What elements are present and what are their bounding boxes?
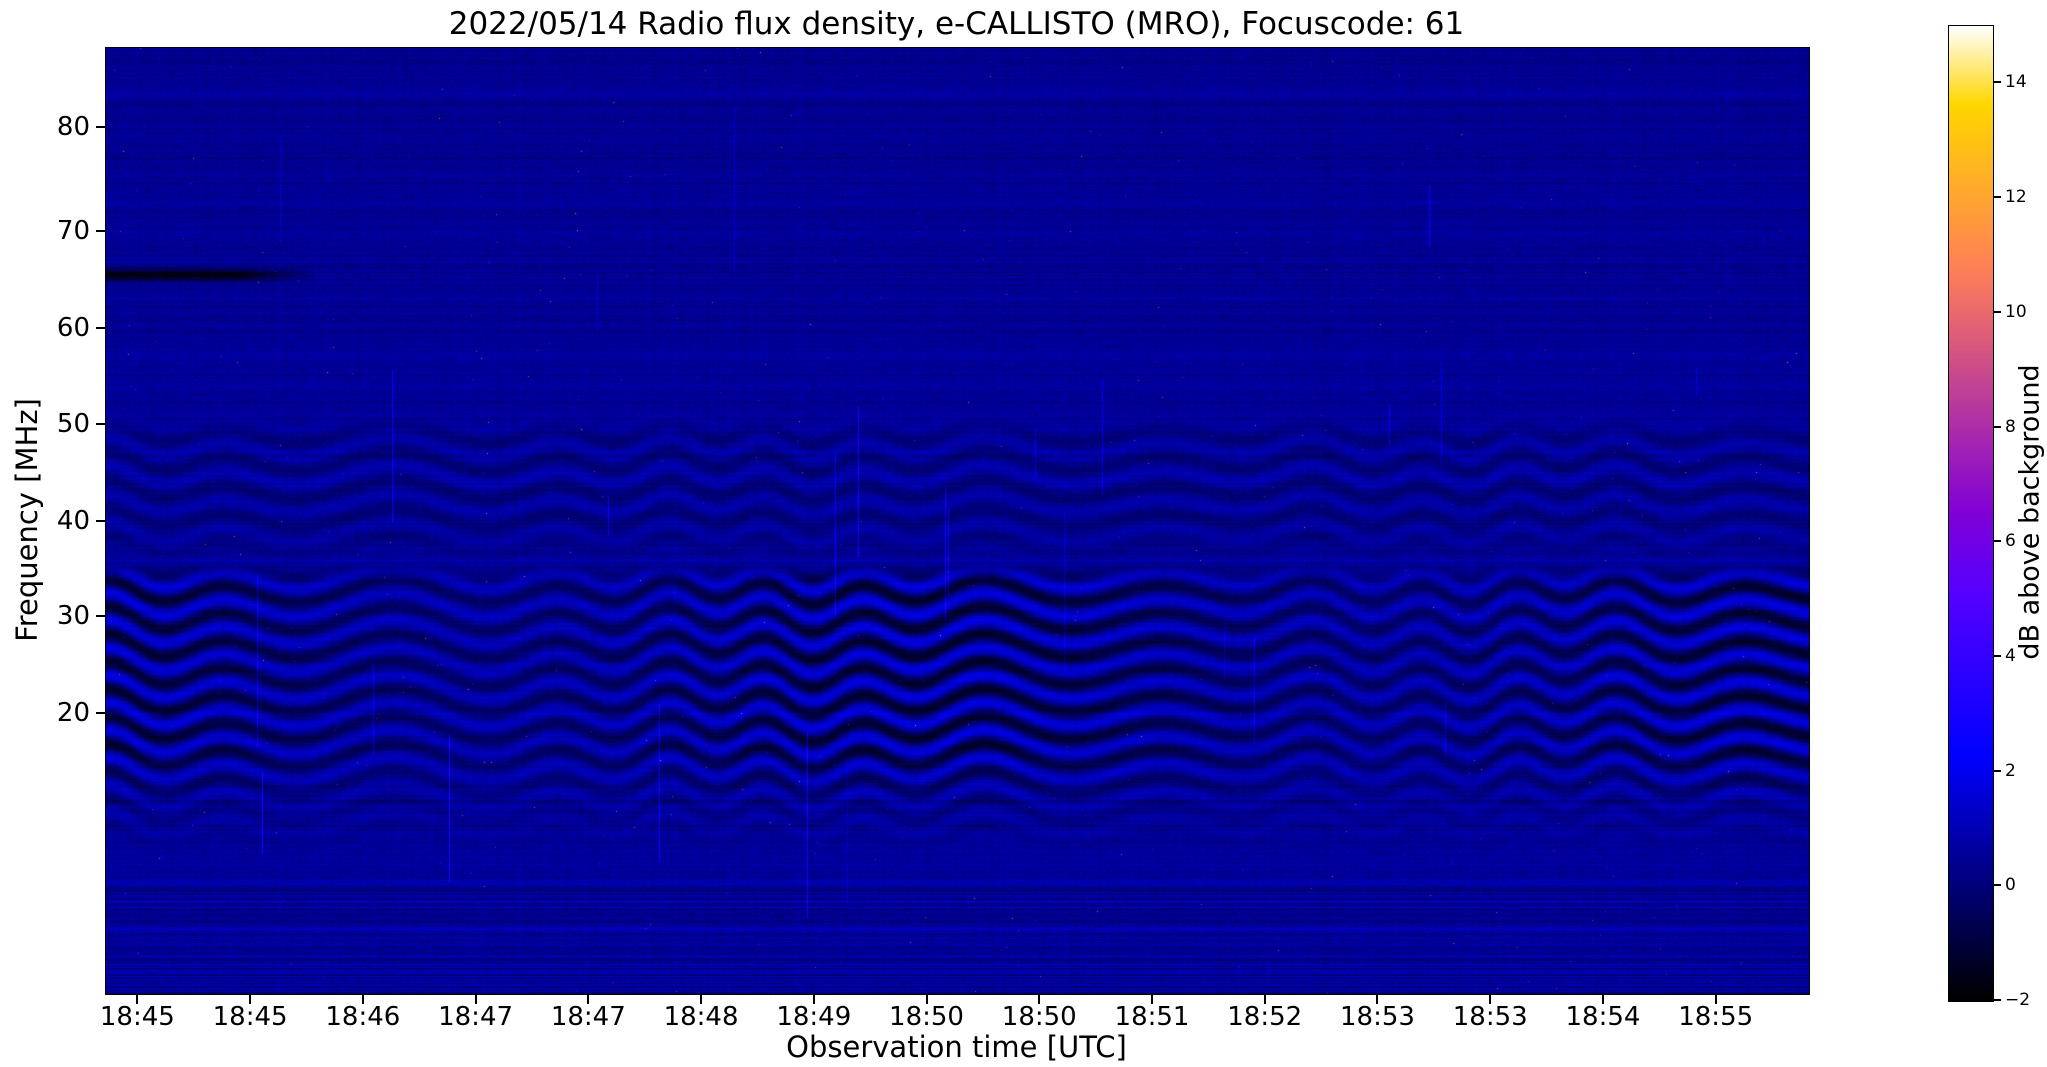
y-tick-label: 40: [56, 505, 90, 536]
x-tick-label: 18:54: [1565, 1002, 1641, 1032]
y-tick-mark: [96, 711, 105, 714]
colorbar-tick-label: 0: [2005, 875, 2016, 896]
x-tick-label: 18:52: [1227, 1002, 1303, 1032]
y-tick-label: 60: [56, 312, 90, 343]
colorbar-tick-mark: [1993, 540, 2001, 543]
colorbar: [1948, 25, 1994, 1002]
colorbar-tick-mark: [1993, 310, 2001, 313]
x-tick-mark: [1714, 995, 1717, 1004]
colorbar-tick-label: 10: [2005, 301, 2027, 322]
x-tick-label: 18:51: [1114, 1002, 1190, 1032]
x-tick-mark: [700, 995, 703, 1004]
x-tick-mark: [136, 995, 139, 1004]
y-tick-label: 30: [56, 601, 90, 632]
y-tick-label: 50: [56, 409, 90, 440]
colorbar-label: dB above background: [2014, 364, 2046, 660]
y-tick-mark: [96, 326, 105, 329]
spectrogram-canvas: [106, 48, 1809, 994]
y-tick-label: 70: [56, 216, 90, 247]
y-tick-label: 80: [56, 112, 90, 143]
x-tick-label: 18:48: [663, 1002, 739, 1032]
x-tick-label: 18:50: [1001, 1002, 1077, 1032]
x-tick-mark: [1376, 995, 1379, 1004]
x-tick-label: 18:45: [99, 1002, 175, 1032]
plot-area: [105, 47, 1810, 995]
x-tick-mark: [587, 995, 590, 1004]
x-tick-mark: [1601, 995, 1604, 1004]
x-tick-label: 18:49: [776, 1002, 852, 1032]
colorbar-tick-label: 6: [2005, 531, 2016, 552]
x-tick-mark: [1489, 995, 1492, 1004]
x-tick-mark: [1263, 995, 1266, 1004]
y-tick-mark: [96, 423, 105, 426]
x-tick-mark: [1151, 995, 1153, 1004]
colorbar-tick-mark: [1993, 884, 2001, 887]
x-tick-label: 18:55: [1678, 1002, 1754, 1032]
y-tick-mark: [96, 126, 105, 129]
colorbar-tick-label: 14: [2005, 72, 2027, 93]
x-tick-label: 18:47: [550, 1002, 626, 1032]
colorbar-tick-mark: [1993, 196, 2001, 199]
x-tick-label: 18:53: [1340, 1002, 1415, 1032]
x-tick-label: 18:53: [1452, 1002, 1528, 1032]
colorbar-tick-mark: [1993, 769, 2001, 772]
y-tick-mark: [96, 615, 105, 618]
x-tick-label: 18:45: [212, 1002, 288, 1032]
y-tick-label: 20: [56, 697, 90, 728]
colorbar-tick-mark: [1993, 81, 2001, 84]
colorbar-tick-label: 12: [2005, 187, 2027, 208]
y-tick-mark: [96, 519, 105, 522]
x-tick-label: 18:46: [325, 1002, 401, 1032]
colorbar-tick-label: 2: [2005, 760, 2016, 781]
x-tick-label: 18:47: [438, 1002, 514, 1032]
colorbar-tick-label: 8: [2005, 416, 2016, 437]
y-tick-mark: [96, 230, 105, 233]
colorbar-canvas: [1949, 26, 1993, 1001]
colorbar-tick-label: −2: [2005, 990, 2031, 1010]
x-tick-mark: [812, 995, 815, 1004]
x-tick-label: 18:50: [889, 1002, 964, 1032]
colorbar-tick-mark: [1993, 654, 2001, 657]
x-tick-mark: [1038, 995, 1041, 1004]
colorbar-tick-mark: [1993, 999, 2001, 1001]
colorbar-tick-label: 4: [2005, 645, 2016, 666]
x-axis-label: Observation time [UTC]: [786, 1030, 1127, 1064]
x-tick-mark: [361, 995, 364, 1004]
x-tick-mark: [474, 995, 477, 1004]
x-tick-mark: [925, 995, 928, 1004]
chart-title: 2022/05/14 Radio flux density, e-CALLIST…: [448, 6, 1465, 42]
x-tick-mark: [249, 995, 252, 1004]
colorbar-tick-mark: [1993, 425, 2001, 428]
